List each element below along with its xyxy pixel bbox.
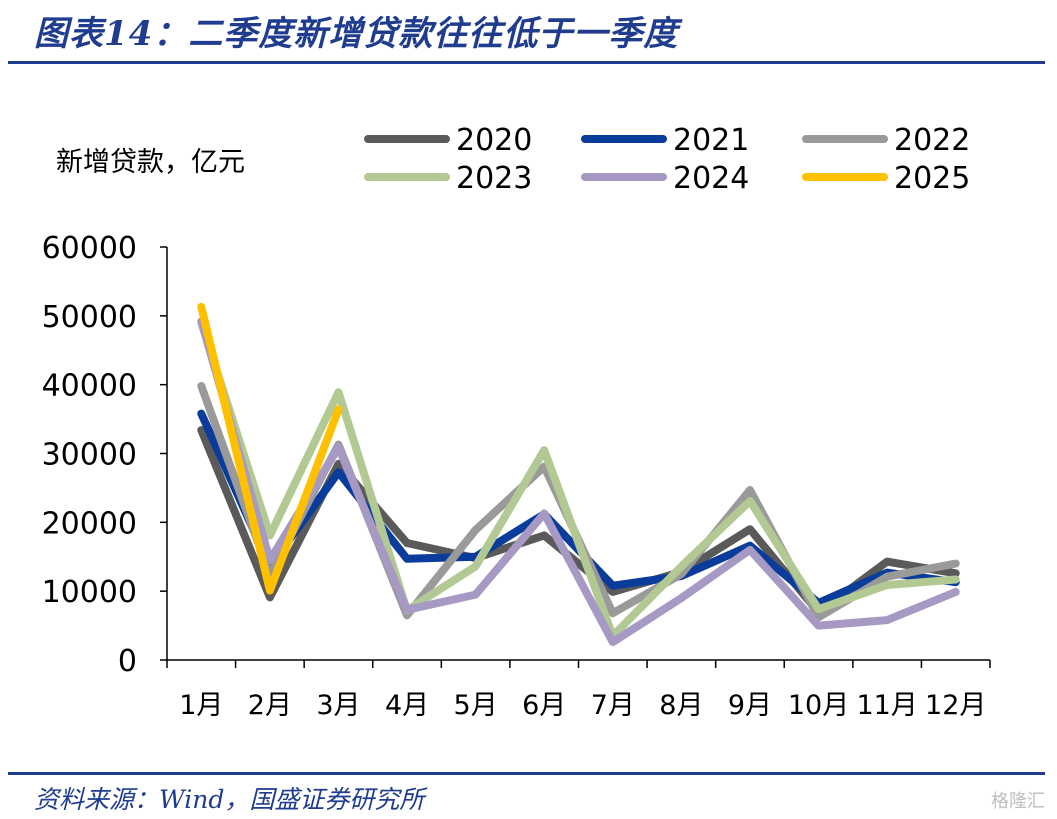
x-tick-label: 1月 xyxy=(179,690,223,721)
x-tick-label: 7月 xyxy=(591,690,635,721)
y-tick-label: 30000 xyxy=(42,438,137,473)
x-tick-label: 3月 xyxy=(316,690,360,721)
source-note: 资料来源：Wind，国盛证券研究所 xyxy=(34,785,425,814)
legend-label-2025: 2025 xyxy=(894,161,970,196)
y-tick-label: 50000 xyxy=(42,300,137,335)
legend-label-2020: 2020 xyxy=(456,123,532,158)
legend: 2020 2021 2022 2023 2024 2025 xyxy=(364,123,970,196)
x-tick-label: 6月 xyxy=(522,690,566,721)
x-tick-label: 9月 xyxy=(728,690,772,721)
x-tick-label: 8月 xyxy=(659,690,703,721)
chart-title: 图表14：二季度新增贷款往往低于一季度 xyxy=(34,14,679,54)
watermark: 格隆汇 xyxy=(991,791,1045,812)
legend-label-2023: 2023 xyxy=(456,161,532,196)
series-line-2025 xyxy=(197,302,343,595)
footer-divider xyxy=(8,772,1045,775)
y-tick-label: 20000 xyxy=(42,506,137,541)
legend-label-2022: 2022 xyxy=(894,123,970,158)
x-tick-label: 4月 xyxy=(385,690,429,721)
y-axis-label: 新增贷款，亿元 xyxy=(56,147,245,178)
x-tick-label: 11月 xyxy=(856,690,917,721)
y-tick-label: 0 xyxy=(118,644,137,679)
axes: 0 10000 20000 30000 40000 50000 60000 1月 2月 3月 4月 5… xyxy=(42,231,991,721)
legend-label-2021: 2021 xyxy=(673,123,749,158)
x-tick-label: 5月 xyxy=(454,690,498,721)
title-divider xyxy=(8,61,1045,64)
series-line-2024 xyxy=(197,317,960,647)
x-tick-label: 10月 xyxy=(788,690,849,721)
series-lines xyxy=(197,302,960,647)
y-tick-label: 10000 xyxy=(42,575,137,610)
x-tick-label: 2月 xyxy=(248,690,292,721)
y-tick-label: 60000 xyxy=(42,231,137,266)
x-tick-label: 12月 xyxy=(925,690,986,721)
y-tick-label: 40000 xyxy=(42,369,137,404)
legend-label-2024: 2024 xyxy=(673,161,749,196)
series-line-2023 xyxy=(197,318,960,640)
